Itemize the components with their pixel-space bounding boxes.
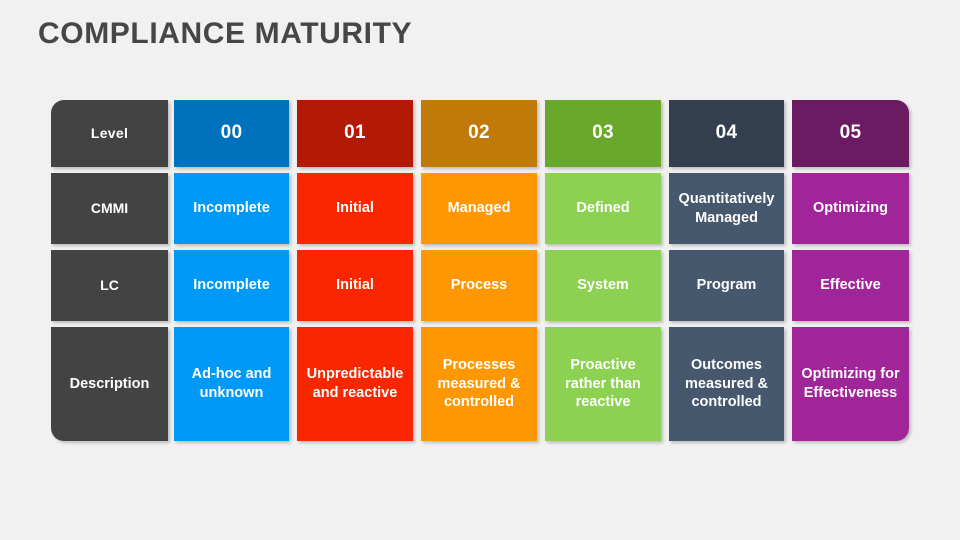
level-header-03[interactable]: 03 — [545, 100, 661, 167]
row-label-cmmi: CMMI — [51, 173, 168, 244]
description-cell-05-text: Optimizing for Effectiveness — [801, 366, 900, 401]
lc-cell-05[interactable]: Effective — [792, 250, 909, 321]
lc-cell-02-text: Process — [450, 277, 508, 294]
level-header-03-text: 03 — [592, 122, 614, 144]
description-cell-02-text: Processes measured & controlled — [437, 357, 521, 411]
level-header-01-text: 01 — [344, 122, 366, 144]
row-label-lc-text: LC — [100, 276, 119, 293]
level-header-00-text: 00 — [220, 122, 243, 144]
lc-cell-00[interactable]: Incomplete — [174, 250, 289, 321]
cmmi-cell-04[interactable]: Quantitatively Managed — [669, 173, 784, 244]
description-cell-03[interactable]: Proactive rather than reactive — [545, 327, 661, 441]
lc-cell-05-text: Effective — [820, 277, 881, 294]
cmmi-cell-01-text: Initial — [336, 200, 374, 217]
cmmi-cell-05-text: Optimizing — [813, 200, 888, 217]
cmmi-cell-00[interactable]: Incomplete — [174, 173, 289, 244]
level-header-05-text: 05 — [839, 122, 862, 144]
cmmi-cell-04-text: Quantitatively Managed — [678, 190, 775, 226]
row-label-lc: LC — [51, 250, 168, 321]
level-header-00[interactable]: 00 — [174, 100, 289, 167]
matrix-row-lc: LC Incomplete Initial Process System Pro… — [51, 250, 909, 321]
level-header-02[interactable]: 02 — [421, 100, 537, 167]
description-cell-01-text: Unpredictable and reactive — [306, 366, 404, 401]
lc-cell-03[interactable]: System — [545, 250, 661, 321]
cmmi-cell-02[interactable]: Managed — [421, 173, 537, 244]
level-header-01[interactable]: 01 — [297, 100, 413, 167]
row-label-level: Level — [51, 100, 168, 167]
cmmi-cell-00-text: Incomplete — [193, 200, 270, 217]
lc-cell-04[interactable]: Program — [669, 250, 784, 321]
description-cell-00-text: Ad-hoc and unknown — [191, 366, 272, 401]
lc-cell-04-text: Program — [696, 277, 757, 294]
lc-cell-01-text: Initial — [336, 277, 374, 294]
level-header-04-text: 04 — [715, 122, 738, 144]
lc-cell-00-text: Incomplete — [193, 277, 270, 294]
level-header-02-text: 02 — [468, 122, 490, 144]
lc-cell-01[interactable]: Initial — [297, 250, 413, 321]
matrix-row-cmmi: CMMI Incomplete Initial Managed Defined … — [51, 173, 909, 244]
row-label-description-text: Description — [69, 375, 150, 392]
description-cell-00[interactable]: Ad-hoc and unknown — [174, 327, 289, 441]
page-title: COMPLIANCE MATURITY — [38, 17, 413, 50]
description-cell-04[interactable]: Outcomes measured & controlled — [669, 327, 784, 441]
description-cell-01[interactable]: Unpredictable and reactive — [297, 327, 413, 441]
description-cell-05[interactable]: Optimizing for Effectiveness — [792, 327, 909, 441]
cmmi-cell-03[interactable]: Defined — [545, 173, 661, 244]
description-cell-03-text: Proactive rather than reactive — [565, 357, 641, 411]
level-header-05[interactable]: 05 — [792, 100, 909, 167]
lc-cell-03-text: System — [577, 277, 629, 294]
row-label-description: Description — [51, 327, 168, 441]
lc-cell-02[interactable]: Process — [421, 250, 537, 321]
matrix-row-description: Description Ad-hoc and unknown Unpredict… — [51, 327, 909, 441]
row-label-level-text: Level — [90, 124, 129, 141]
cmmi-cell-03-text: Defined — [576, 200, 630, 217]
level-header-04[interactable]: 04 — [669, 100, 784, 167]
cmmi-cell-02-text: Managed — [447, 200, 511, 217]
cmmi-cell-05[interactable]: Optimizing — [792, 173, 909, 244]
compliance-maturity-matrix: Level 00 01 02 03 04 05 CMMI — [51, 100, 909, 441]
matrix-row-level: Level 00 01 02 03 04 05 — [51, 100, 909, 167]
cmmi-cell-01[interactable]: Initial — [297, 173, 413, 244]
row-label-cmmi-text: CMMI — [90, 199, 129, 216]
description-cell-02[interactable]: Processes measured & controlled — [421, 327, 537, 441]
description-cell-04-text: Outcomes measured & controlled — [684, 357, 768, 411]
